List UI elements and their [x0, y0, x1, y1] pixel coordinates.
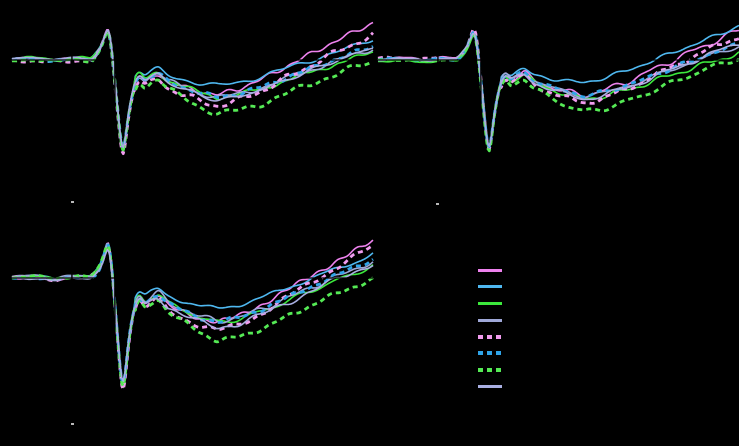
- legend-entry: [478, 262, 508, 279]
- legend-entry: [478, 312, 508, 329]
- legend-entry: [478, 362, 508, 379]
- trace-lavender-solid: [11, 242, 374, 383]
- tick-label-artifact: [71, 201, 74, 203]
- legend-line-sample: [478, 334, 502, 339]
- legend-entry: [478, 295, 508, 312]
- trace-blue-dashed: [11, 31, 374, 149]
- trace-violet-dashed: [11, 31, 374, 156]
- trace-green-solid: [11, 245, 374, 389]
- legend-entry: [478, 279, 508, 296]
- subplot-top-right: [377, 22, 739, 168]
- trace-lavender-2: [377, 32, 739, 148]
- subplot-top-left: [11, 21, 374, 170]
- legend-line-sample: [478, 318, 502, 322]
- trace-blue-solid: [378, 24, 739, 147]
- legend-line-sample: [478, 268, 502, 272]
- legend-line-sample: [478, 367, 502, 372]
- trace-green-dashed: [12, 30, 374, 152]
- legend-line-sample: [478, 351, 502, 356]
- legend-entry: [478, 378, 508, 395]
- trace-green-dashed: [11, 244, 374, 388]
- legend-entry: [478, 328, 508, 345]
- legend: [478, 262, 508, 395]
- legend-line-sample: [478, 301, 502, 305]
- tick-label-artifact: [71, 423, 74, 425]
- trace-violet-dashed: [377, 27, 739, 151]
- legend-line-sample: [478, 285, 502, 289]
- subplot-bottom-left: [11, 232, 374, 408]
- trace-green-dashed: [378, 33, 739, 153]
- tick-label-artifact: [436, 203, 439, 205]
- legend-line-sample: [478, 384, 502, 388]
- legend-entry: [478, 345, 508, 362]
